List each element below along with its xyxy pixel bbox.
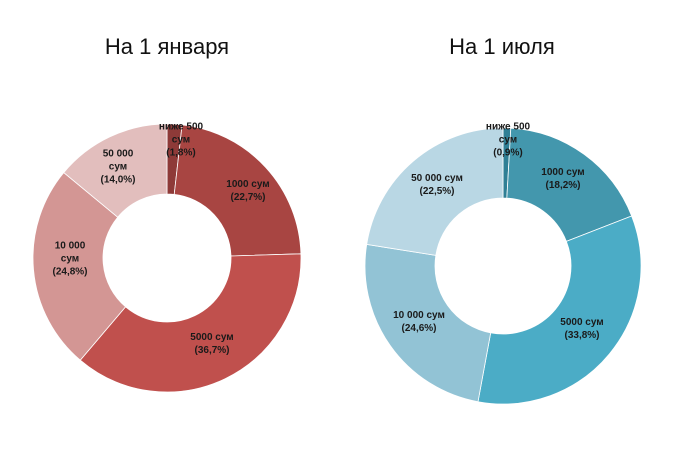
slice-label-50000: 50 000 сум (22,5%): [411, 173, 463, 197]
slice-10000: [364, 243, 492, 403]
slice-label-1000: 1000 сум (22,7%): [226, 179, 269, 203]
slice-label-50000: 50 000 сум (14,0%): [100, 149, 135, 186]
slice-label-line: 10 000: [55, 241, 86, 252]
slice-label-line: (33,8%): [564, 330, 599, 341]
slice-label-line: 50 000 сум: [411, 173, 463, 184]
slice-label-line: 50 000: [103, 149, 134, 160]
slice-label-10000: 10 000 сум (24,8%): [52, 241, 87, 278]
slice-label-line: 5000 сум: [190, 332, 233, 343]
slice-1000: [173, 124, 302, 257]
slice-label-line: (24,8%): [52, 267, 87, 278]
slice-label-line: (22,5%): [419, 186, 454, 197]
slice-label-line: 5000 сум: [560, 317, 603, 328]
slice-label-line: (1,8%): [166, 148, 195, 159]
slice-label-line: ниже 500: [159, 122, 204, 133]
slice-label-line: (24,6%): [401, 323, 436, 334]
slice-label-line: ниже 500: [486, 122, 531, 133]
slice-5000: [477, 215, 642, 405]
slice-50000: [63, 123, 168, 218]
slice-label-line: сум: [109, 162, 127, 173]
chart-title-january: На 1 января: [105, 34, 229, 59]
slice-label-line: 1000 сум: [226, 179, 269, 190]
slice-label-line: сум: [499, 135, 517, 146]
slice-1000: [506, 127, 633, 242]
slice-5000: [79, 253, 302, 393]
slice-label-line: сум: [61, 254, 79, 265]
slice-label-line: 10 000 сум: [393, 310, 445, 321]
slice-10000: [32, 172, 127, 361]
slice-label-line: (18,2%): [545, 180, 580, 191]
slice-label-below-500: ниже 500 сум (0,9%): [486, 122, 531, 159]
slice-label-line: (22,7%): [230, 192, 265, 203]
slice-label-line: сум: [172, 135, 190, 146]
donut-january: ниже 500 сум (1,8%) 1000 сум (22,7%) 5000 сум…: [32, 122, 302, 393]
slice-50000: [366, 127, 504, 256]
slice-label-5000: 5000 сум (33,8%): [560, 317, 603, 341]
slice-label-below-500: ниже 500 сум (1,8%): [159, 122, 204, 159]
slice-label-line: (14,0%): [100, 175, 135, 186]
slice-label-5000: 5000 сум (36,7%): [190, 332, 233, 356]
slice-label-line: 1000 сум: [541, 167, 584, 178]
slice-label-10000: 10 000 сум (24,6%): [393, 310, 445, 334]
slice-label-1000: 1000 сум (18,2%): [541, 167, 584, 191]
donut-july: ниже 500 сум (0,9%) 1000 сум (18,2%) 5000 сум…: [364, 122, 642, 405]
chart-title-july: На 1 июля: [449, 34, 555, 59]
slice-label-line: (36,7%): [194, 345, 229, 356]
slice-label-line: (0,9%): [493, 148, 522, 159]
